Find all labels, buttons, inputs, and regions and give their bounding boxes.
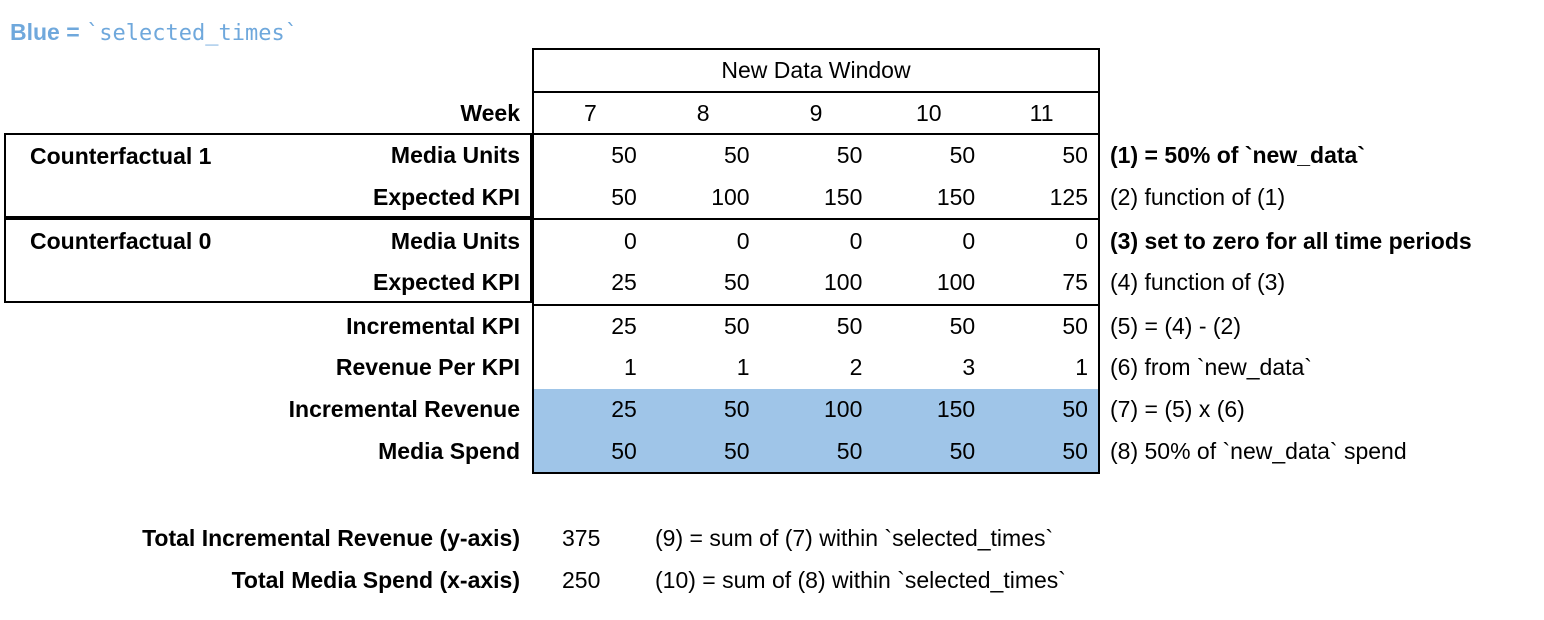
row-label-media-spend: Media Spend	[378, 437, 520, 464]
data-row-6-revenue-per-kpi: 1 1 2 3 1	[534, 347, 1098, 389]
data-row-8-media-spend: 50 50 50 50 50	[534, 430, 1098, 472]
data-row-5-incremental-kpi: 25 50 50 50 50	[534, 303, 1098, 348]
cell-r5-week8: 50	[724, 312, 750, 339]
week-number-row: 7 8 9 10 11	[532, 93, 1100, 133]
new-data-window-header: New Data Window	[532, 48, 1100, 93]
row-label-expected-kpi: Expected KPI	[373, 183, 520, 210]
total-value-total-media-spend-x-axis: 250	[562, 566, 601, 593]
annotation-column: (1) = 50% of `new_data` (2) function of (…	[1110, 135, 1542, 472]
total-row-total-media-spend-x-axis: Total Media Spend (x-axis) 250 (10) = sum …	[0, 563, 1544, 597]
annotation-9: (9) = sum of (7) within `selected_times`	[655, 524, 1054, 551]
annotation-10: (10) = sum of (8) within `selected_times…	[655, 566, 1066, 593]
cell-r6-week9: 2	[849, 354, 863, 381]
annotation-4: (4) function of (3)	[1110, 269, 1286, 296]
cell-r7-week10: 150	[936, 396, 976, 423]
annotation-5: (5) = (4) - (2)	[1110, 312, 1241, 339]
annotation-7: (7) = (5) x (6)	[1110, 396, 1245, 423]
cell-r2-week7: 50	[611, 183, 637, 210]
cell-r3-week11: 0	[1075, 227, 1088, 254]
row-label-column: Media Units Expected KPI Media Units Expect…	[0, 135, 528, 472]
cell-r3-week7: 0	[624, 227, 637, 254]
cell-r8-week7: 50	[611, 437, 637, 464]
annotation-8: (8) 50% of `new_data` spend	[1110, 437, 1407, 464]
cell-r4-week10: 100	[936, 269, 976, 296]
cell-r8-week9: 50	[836, 437, 863, 464]
row-label-incremental-revenue: Incremental Revenue	[288, 396, 520, 423]
cell-r4-week8: 50	[724, 269, 750, 296]
week-11: 11	[1029, 99, 1054, 126]
week-7: 7	[584, 99, 597, 126]
cell-r2-week10: 150	[936, 183, 976, 210]
cell-r1-week11: 50	[1062, 142, 1088, 169]
annotation-2: (2) function of (1)	[1110, 183, 1286, 210]
legend-note: Blue = `selected_times`	[10, 17, 298, 49]
cell-r3-week9: 0	[849, 227, 863, 254]
data-row-2-expected-kpi: 50 100 150 150 125	[534, 177, 1098, 219]
total-row-total-incremental-revenue-y-axis: Total Incremental Revenue (y-axis) 375 (9)…	[0, 521, 1544, 555]
cell-r1-week8: 50	[724, 142, 750, 169]
cell-r5-week11: 50	[1062, 312, 1088, 339]
cell-r1-week9: 50	[836, 142, 863, 169]
cell-r3-week10: 0	[962, 227, 976, 254]
cell-r1-week7: 50	[611, 142, 637, 169]
cell-r2-week11: 125	[1049, 183, 1088, 210]
legend-note-code: `selected_times`	[86, 21, 298, 46]
annotation-3: (3) set to zero for all time periods	[1110, 227, 1472, 254]
cell-r6-week10: 3	[962, 354, 976, 381]
cell-r8-week10: 50	[949, 437, 976, 464]
cell-r5-week10: 50	[949, 312, 976, 339]
data-row-1-media-units: 50 50 50 50 50	[534, 135, 1098, 177]
cell-r5-week7: 25	[611, 312, 637, 339]
week-8: 8	[696, 99, 710, 126]
cell-r4-week11: 75	[1062, 269, 1088, 296]
legend-note-text: Blue =	[10, 19, 87, 45]
cell-r7-week11: 50	[1062, 396, 1088, 423]
cell-r3-week8: 0	[736, 227, 750, 254]
total-value-total-incremental-revenue-y-axis: 375	[562, 524, 601, 551]
new-data-window-label: New Data Window	[721, 57, 911, 83]
annotation-1: (1) = 50% of `new_data`	[1110, 142, 1365, 169]
data-grid: 50 50 50 50 50 50 100 150 150 125 0 0 0 0 0 25 50 100 100 7…	[532, 133, 1100, 474]
week-10: 10	[915, 99, 942, 126]
cell-r7-week7: 25	[611, 396, 637, 423]
annotation-6: (6) from `new_data`	[1110, 354, 1312, 381]
cell-r7-week8: 50	[724, 396, 750, 423]
data-row-3-media-units: 0 0 0 0 0	[534, 218, 1098, 262]
week-row-label: Week	[460, 99, 520, 126]
cell-r6-week7: 1	[624, 354, 637, 381]
row-label-expected-kpi: Expected KPI	[373, 269, 520, 296]
cell-r5-week9: 50	[836, 312, 863, 339]
cell-r2-week9: 150	[824, 183, 863, 210]
cell-r6-week8: 1	[736, 354, 750, 381]
cell-r8-week11: 50	[1062, 437, 1088, 464]
cell-r6-week11: 1	[1075, 354, 1088, 381]
cell-r2-week8: 100	[711, 183, 750, 210]
cell-r4-week9: 100	[824, 269, 863, 296]
total-label-total-incremental-revenue-y-axis: Total Incremental Revenue (y-axis)	[142, 524, 520, 551]
row-label-incremental-kpi: Incremental KPI	[346, 312, 520, 339]
data-row-7-incremental-revenue: 25 50 100 150 50	[534, 388, 1098, 431]
cell-r8-week8: 50	[724, 437, 750, 464]
cell-r1-week10: 50	[949, 142, 976, 169]
cell-r7-week9: 100	[824, 396, 863, 423]
week-9: 9	[809, 99, 823, 126]
row-label-revenue-per-kpi: Revenue Per KPI	[335, 354, 520, 381]
data-row-4-expected-kpi: 25 50 100 100 75	[534, 262, 1098, 304]
cell-r4-week7: 25	[611, 269, 637, 296]
row-label-media-units: Media Units	[390, 227, 520, 254]
row-label-media-units: Media Units	[390, 142, 520, 169]
total-label-total-media-spend-x-axis: Total Media Spend (x-axis)	[231, 566, 520, 593]
